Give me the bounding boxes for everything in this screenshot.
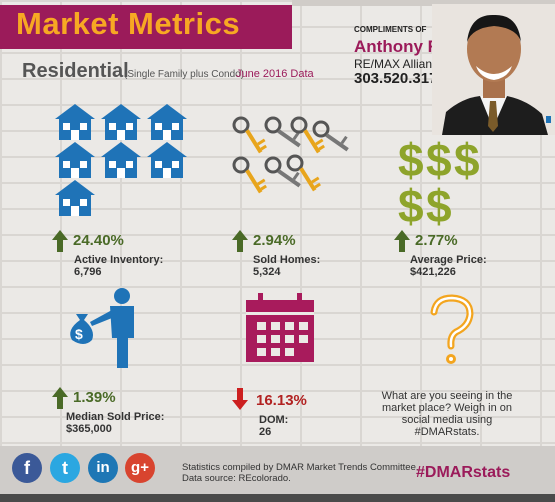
sold-homes-value: 5,324 xyxy=(253,266,281,278)
dom-value: 26 xyxy=(259,426,272,438)
data-period: June 2016 Data xyxy=(236,68,314,80)
dom-label: DOM: xyxy=(259,414,289,426)
svg-text:$: $ xyxy=(398,136,424,186)
social-prompt: What are you seeing in the market place?… xyxy=(381,390,513,438)
median-price-change: 1.39% xyxy=(73,389,116,406)
svg-text:$: $ xyxy=(454,136,480,186)
median-price-label: Median Sold Price: xyxy=(66,411,165,423)
median-price-value: $365,000 xyxy=(66,423,112,435)
compliments-label: COMPLIMENTS OF xyxy=(354,25,427,34)
top-strip xyxy=(292,0,555,6)
average-price-change: 2.77% xyxy=(415,232,458,249)
footer-note-line1: Statistics compiled by DMAR Market Trend… xyxy=(182,462,419,473)
section-subtitle: (Single Family plus Condo) xyxy=(124,69,245,80)
hashtag[interactable]: #DMARstats xyxy=(416,464,511,481)
sold-homes-change: 2.94% xyxy=(253,232,296,249)
keys-icon xyxy=(232,116,350,195)
agent-company: RE/MAX Alliance xyxy=(354,57,445,71)
arrow-up-icon xyxy=(232,230,248,252)
linkedin-icon[interactable]: in xyxy=(88,453,118,483)
agent-photo xyxy=(432,4,555,135)
footer-note-line2: Data source: REcolorado. xyxy=(182,473,291,484)
money-bag-person-icon: $ xyxy=(70,288,134,368)
dollar-signs-icon: $ $ $ $ $ xyxy=(398,136,480,226)
arrow-up-icon xyxy=(52,387,68,409)
sold-homes-label: Sold Homes: xyxy=(253,254,321,266)
bottom-bar xyxy=(0,494,555,502)
page-title: Market Metrics xyxy=(16,6,241,41)
svg-text:$: $ xyxy=(75,326,83,342)
svg-text:$: $ xyxy=(398,180,424,226)
arrow-up-icon xyxy=(394,230,410,252)
arrow-down-icon xyxy=(232,388,248,410)
average-price-label: Average Price: xyxy=(410,254,487,266)
svg-text:$: $ xyxy=(426,180,452,226)
arrow-up-icon xyxy=(52,230,68,252)
twitter-icon[interactable]: t xyxy=(50,453,80,483)
google-plus-icon[interactable]: g+ xyxy=(125,453,155,483)
active-inventory-value: 6,796 xyxy=(74,266,102,278)
agent-phone: 303.520.3179 xyxy=(354,70,446,87)
agent-portrait-icon xyxy=(432,4,555,135)
title-banner xyxy=(0,5,292,49)
question-mark-icon xyxy=(430,294,474,364)
dom-change: 16.13% xyxy=(256,392,307,409)
svg-text:$: $ xyxy=(426,136,452,186)
calendar-icon xyxy=(246,293,314,362)
active-inventory-label: Active Inventory: xyxy=(74,254,164,266)
footer-note: Statistics compiled by DMAR Market Trend… xyxy=(182,462,419,484)
section-title: Residential xyxy=(22,60,129,82)
average-price-value: $421,226 xyxy=(410,266,456,278)
houses-icon xyxy=(55,104,187,216)
active-inventory-change: 24.40% xyxy=(73,232,124,249)
facebook-icon[interactable]: f xyxy=(12,453,42,483)
